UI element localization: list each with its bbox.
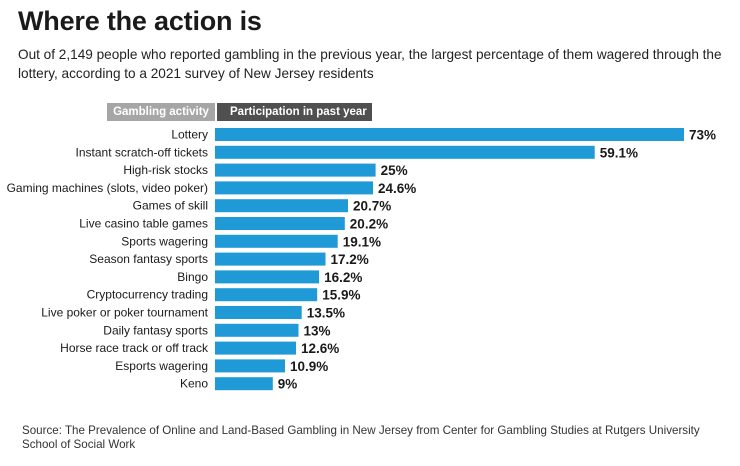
source-note: Source: The Prevalence of Online and Lan…	[22, 424, 700, 451]
bar	[215, 145, 595, 159]
bar	[215, 359, 285, 373]
header-participation: Participation in past year	[217, 103, 372, 121]
data-label: 59.1%	[600, 145, 638, 160]
bar	[215, 270, 320, 284]
category-label: Gaming machines (slots, video poker)	[7, 181, 208, 195]
data-label: 20.7%	[353, 199, 391, 214]
category-label: Cryptocurrency trading	[87, 288, 208, 302]
data-label: 12.6%	[301, 341, 339, 356]
bar	[215, 341, 296, 355]
category-label: Live poker or poker tournament	[41, 306, 208, 320]
data-label: 24.6%	[378, 181, 416, 196]
category-label: Live casino table games	[79, 217, 208, 231]
data-label: 19.1%	[343, 234, 381, 249]
category-label: Esports wagering	[115, 359, 208, 373]
data-label: 15.9%	[322, 288, 360, 303]
category-label: Bingo	[177, 270, 208, 284]
data-label: 9%	[278, 377, 298, 392]
data-label: 16.2%	[324, 270, 362, 285]
category-label: Games of skill	[133, 199, 208, 213]
bar	[215, 234, 338, 248]
category-label: Horse race track or off track	[60, 341, 209, 355]
category-label: Lottery	[171, 128, 208, 142]
data-label: 13.5%	[307, 306, 345, 321]
chart-subtitle: Out of 2,149 people who reported gamblin…	[18, 47, 722, 81]
category-label: Instant scratch-off tickets	[76, 145, 209, 159]
data-label: 25%	[381, 163, 408, 178]
bar	[215, 217, 345, 230]
data-label: 10.9%	[290, 359, 328, 374]
bar	[215, 181, 373, 195]
bar	[215, 377, 273, 391]
data-label: 20.2%	[350, 217, 388, 232]
bar	[215, 323, 299, 337]
data-label: 17.2%	[331, 252, 369, 267]
bar	[215, 163, 376, 177]
bar	[215, 252, 326, 266]
bar	[215, 288, 318, 302]
category-label: Daily fantasy sports	[103, 323, 208, 337]
chart-title: Where the action is	[18, 6, 262, 36]
category-label: High-risk stocks	[123, 163, 208, 177]
bar	[215, 306, 302, 319]
data-label: 73%	[689, 128, 716, 143]
bar	[215, 199, 348, 213]
category-label: Season fantasy sports	[89, 252, 208, 266]
bar	[215, 128, 684, 141]
data-label: 13%	[304, 323, 331, 338]
category-label: Sports wagering	[121, 234, 208, 248]
category-label: Keno	[180, 377, 208, 391]
header-gambling-activity: Gambling activity	[107, 103, 215, 121]
